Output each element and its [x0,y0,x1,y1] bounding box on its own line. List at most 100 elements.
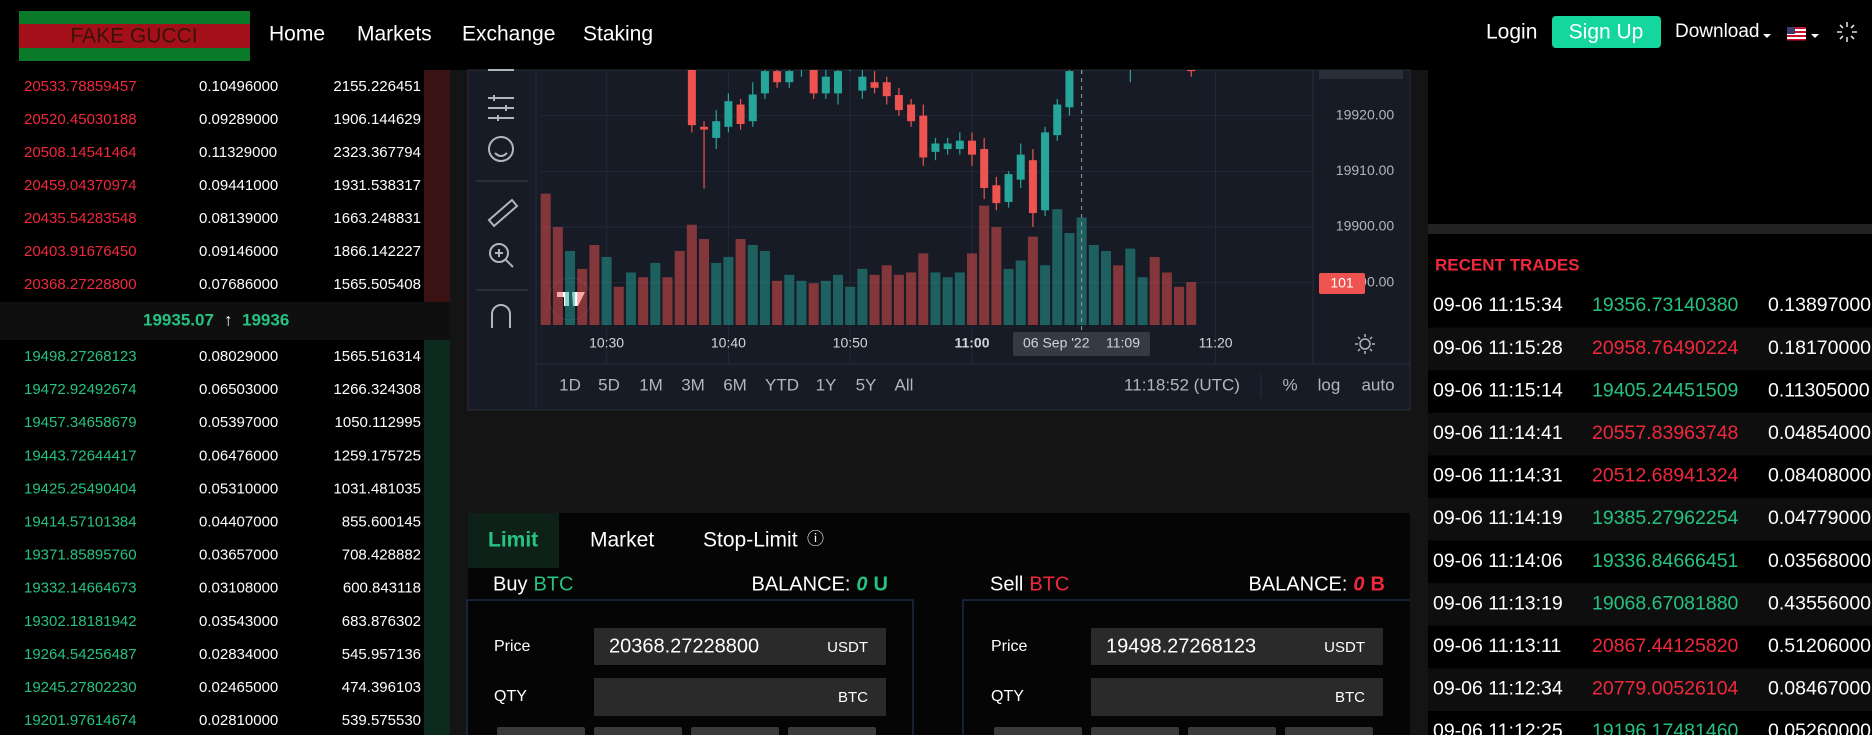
trade-time: 09-06 11:14:19 [1433,507,1563,529]
percent-button[interactable] [594,727,682,735]
range-button[interactable]: 1Y [816,375,837,394]
candle-body [1187,70,1196,72]
nav-link[interactable]: Staking [583,23,653,46]
trade-price: 19356.73140380 [1592,294,1739,316]
ob-total: 1663.248831 [333,210,421,227]
range-button[interactable]: 1D [559,375,581,394]
range-button[interactable]: 6M [723,375,747,394]
tool-icon [487,198,519,228]
trade-amount: 0.13897000 [1768,294,1871,316]
ob-total: 1931.538317 [333,177,421,194]
trade-price: 19385.27962254 [1592,507,1739,529]
trade-price: 20512.68941324 [1592,465,1739,487]
flag-icon[interactable] [1787,27,1806,41]
candle-body [1065,71,1074,108]
order-tab[interactable]: Market [590,529,654,552]
trade-price: 20867.44125820 [1592,635,1739,657]
balance-unit: B [1371,573,1385,595]
recent-trades-title: RECENT TRADES [1435,255,1580,274]
volume-bar [601,256,612,325]
trade-price: 20557.83963748 [1592,422,1738,444]
ob-qty: 0.09289000 [199,111,278,128]
candle-body [870,82,879,88]
volume-bar [1186,282,1197,325]
range-button[interactable]: YTD [765,375,799,394]
theme-icon[interactable] [1837,22,1857,42]
nav-link[interactable]: Home [269,23,325,46]
ob-price: 19264.54256487 [24,646,137,663]
order-box-border [466,599,1410,735]
percent-button[interactable] [1091,727,1179,735]
percent-button[interactable] [1188,727,1276,735]
percent-button[interactable] [1285,727,1373,735]
scale-button[interactable]: % [1282,375,1297,394]
scale-button[interactable]: log [1318,375,1341,394]
volume-bar [1064,233,1075,325]
percent-button[interactable] [497,727,585,735]
tool-icon [495,249,514,268]
percent-button[interactable] [691,727,779,735]
logo[interactable]: FAKE GUCCI [19,11,250,61]
percent-button[interactable] [994,727,1082,735]
range-button[interactable]: 5D [598,375,620,394]
range-button[interactable]: 5Y [856,375,877,394]
order-tab[interactable]: Limit [488,529,538,552]
range-button[interactable]: 3M [681,375,705,394]
candle-body [894,95,903,111]
trade-time: 09-06 11:12:25 [1433,720,1563,735]
nav-link[interactable]: Markets [357,23,432,46]
candle-body [858,76,867,91]
ob-qty: 0.10496000 [199,78,278,95]
volume-bar [638,277,649,325]
candle-body [931,143,940,152]
crosshair-date: 06 Sep '22 [1023,335,1090,351]
trade-amount: 0.05260000 [1768,720,1871,735]
volume-bar [747,245,758,325]
volume-bar [577,268,588,325]
download-menu[interactable]: Download [1675,21,1760,42]
ob-total: 1565.516314 [333,348,421,365]
percent-button[interactable] [788,727,876,735]
candle-body [748,94,757,122]
price-unit: USDT [827,639,868,656]
ob-total: 1565.505408 [333,276,421,293]
scale-button[interactable]: auto [1361,375,1394,394]
candle-body [821,76,830,94]
range-button[interactable]: All [895,375,914,394]
ob-total: 474.396103 [342,679,421,696]
plot-area [540,70,1313,364]
ob-qty: 0.03108000 [199,580,278,597]
ob-total: 1259.175725 [333,447,421,464]
trade-time: 09-06 11:14:41 [1433,422,1563,444]
ob-price: 19425.25490404 [24,480,137,497]
ob-price: 19332.14664673 [24,580,137,597]
ob-qty: 0.02465000 [199,679,278,696]
volume-bar [699,239,710,325]
active-tab[interactable] [468,513,559,568]
y-tick-label: 19920.00 [1336,106,1395,122]
ob-price: 19201.97614674 [24,712,137,729]
signup-label[interactable]: Sign Up [1569,21,1644,44]
ob-price: 19498.27268123 [24,348,137,365]
price-input[interactable] [594,628,886,665]
qty-input[interactable] [1091,678,1383,716]
volume-bar [552,227,563,325]
volume-bar [833,274,844,325]
trade-time: 09-06 11:13:11 [1433,635,1561,657]
login-link[interactable]: Login [1486,21,1537,44]
price-input[interactable] [1091,628,1383,665]
ob-qty: 0.04407000 [199,513,278,530]
candle-body [700,126,709,130]
qty-unit: BTC [1335,689,1365,706]
ob-total: 708.428882 [342,547,421,564]
candle-body [980,149,989,189]
volume-bar [565,250,576,325]
range-button[interactable]: 1M [639,375,663,394]
qty-input[interactable] [594,678,886,716]
order-tab[interactable]: Stop-Limit [703,529,798,552]
nav-link[interactable]: Exchange [462,23,555,46]
volume-bar [979,205,990,325]
signup-button[interactable] [1552,16,1661,48]
ob-qty: 0.08029000 [199,348,278,365]
side-asset: BTC [533,573,573,595]
